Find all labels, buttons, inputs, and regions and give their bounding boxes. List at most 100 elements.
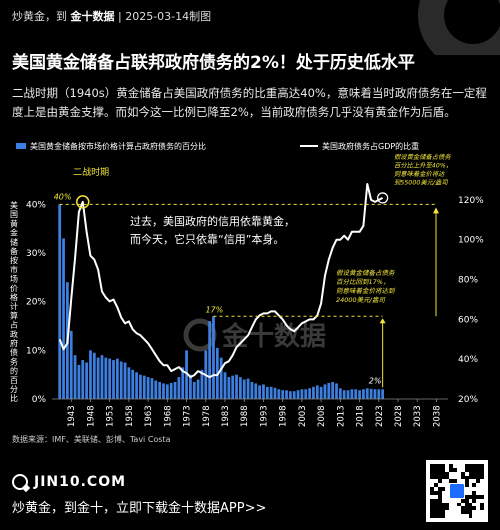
bar bbox=[146, 377, 150, 399]
bar bbox=[273, 387, 277, 399]
note-mid-line: 百分比回到17%， bbox=[336, 278, 389, 286]
bar bbox=[185, 350, 188, 399]
bar bbox=[192, 381, 196, 399]
chart-area: 金十数据 0% 10% 20% 30% 40% 20% 40% 60% 80% 100% 120% 1… bbox=[0, 135, 500, 450]
bar bbox=[269, 386, 273, 399]
bar bbox=[165, 384, 169, 399]
bar bbox=[135, 372, 138, 399]
bar bbox=[254, 383, 258, 399]
bar bbox=[92, 352, 96, 399]
bar bbox=[104, 357, 108, 399]
bar bbox=[288, 391, 292, 399]
y-left-axis-label-char: 市 bbox=[10, 264, 18, 274]
x-tick-label: 1993 bbox=[259, 405, 269, 427]
bar bbox=[58, 204, 62, 399]
y-left-axis-label-char: 占 bbox=[10, 320, 18, 330]
bar bbox=[285, 390, 288, 399]
bar bbox=[381, 389, 385, 399]
y-left-axis-label-char: 黄 bbox=[10, 218, 18, 228]
bar bbox=[235, 374, 238, 399]
bar bbox=[108, 358, 112, 399]
label-40pct: 40% bbox=[54, 192, 72, 201]
y-left-axis-label-char: 算 bbox=[10, 310, 18, 320]
y-right-tick-label: 80% bbox=[458, 276, 478, 286]
y-left-axis-label-char: 国 bbox=[10, 210, 18, 219]
bar bbox=[369, 388, 373, 399]
bar bbox=[123, 362, 127, 399]
bar bbox=[231, 375, 235, 399]
bar bbox=[315, 385, 319, 399]
label-17pct: 17% bbox=[205, 305, 223, 314]
y-left-axis-label-char: 比 bbox=[10, 393, 18, 403]
bar bbox=[312, 386, 315, 399]
bar bbox=[139, 374, 142, 399]
bar bbox=[304, 389, 308, 399]
x-tick-label: 2008 bbox=[317, 405, 327, 427]
page-title: 美国黄金储备占联邦政府债务的2%！处于历史低水平 bbox=[12, 53, 415, 73]
note-mid-line: 则意味着金价将达到 bbox=[336, 287, 396, 295]
bar bbox=[277, 389, 281, 399]
bar bbox=[308, 388, 311, 399]
data-source: 数据来源：IMF、美联储、彭博、Tavi Costa bbox=[12, 435, 171, 444]
bar bbox=[62, 238, 65, 399]
y-left-axis-label-char: 政 bbox=[10, 329, 18, 339]
bar bbox=[200, 369, 204, 399]
bar bbox=[196, 379, 200, 399]
bar bbox=[150, 378, 154, 399]
bar bbox=[373, 389, 377, 399]
y-left-tick-label: 20% bbox=[26, 298, 46, 308]
y-left-axis-label-char: 价 bbox=[10, 284, 18, 293]
bar bbox=[296, 390, 300, 399]
qr-code-icon[interactable] bbox=[426, 460, 488, 522]
y-left-tick-label: 40% bbox=[26, 200, 46, 210]
y-left-axis-label-char: 务 bbox=[10, 356, 18, 366]
note-high-line: 到55000美元/盎司 bbox=[394, 179, 448, 187]
bar bbox=[350, 389, 354, 399]
bar bbox=[239, 377, 242, 399]
download-cta[interactable]: 炒黄金，到金十，立即下载金十数据APP>> bbox=[12, 501, 267, 516]
x-tick-label: 1973 bbox=[183, 405, 193, 427]
watermark-text: 金十数据 bbox=[221, 321, 326, 352]
chart-svg: 金十数据 0% 10% 20% 30% 40% 20% 40% 60% 80% 100% 120% 1… bbox=[10, 141, 484, 427]
x-tick-label: 1998 bbox=[279, 405, 289, 427]
y-left-axis-label-char: 分 bbox=[10, 385, 18, 394]
ww2-highlight-icon bbox=[76, 195, 90, 209]
bar bbox=[181, 367, 185, 399]
x-tick-label: 1988 bbox=[240, 405, 250, 427]
x-tick-label: 1983 bbox=[221, 405, 231, 427]
x-tick-label: 2018 bbox=[356, 405, 366, 427]
x-tick-label: 2023 bbox=[375, 405, 385, 427]
bar bbox=[242, 379, 246, 399]
bar bbox=[338, 388, 342, 399]
bar bbox=[169, 382, 173, 399]
corner-logo-icon bbox=[410, 0, 500, 55]
separator: | bbox=[118, 10, 122, 23]
note-high-line: 则意味着金价将达 bbox=[394, 170, 445, 178]
y-right-tick-label: 120% bbox=[458, 196, 484, 206]
y-left-axis-label-char: 备 bbox=[10, 246, 18, 256]
bar bbox=[227, 377, 231, 399]
bar bbox=[300, 389, 304, 399]
intro-paragraph: 二战时期（1940s）黄金储备占美国政府债务的比重高达40%，意味着当时政府债务… bbox=[12, 86, 487, 119]
footer-url[interactable]: JIN10.COM bbox=[34, 474, 127, 490]
bar bbox=[208, 321, 212, 399]
bar bbox=[354, 389, 358, 399]
bar bbox=[112, 360, 115, 399]
current-point-icon bbox=[376, 192, 389, 204]
y-left-axis-label-char: 金 bbox=[10, 228, 18, 238]
y-left-axis-label-char: 计 bbox=[10, 301, 18, 311]
y-left-axis-label-char: 格 bbox=[10, 292, 18, 302]
bar bbox=[358, 390, 361, 399]
bar bbox=[292, 391, 296, 399]
bar bbox=[377, 389, 381, 399]
bar bbox=[89, 350, 92, 399]
bar bbox=[131, 369, 135, 399]
bar bbox=[142, 375, 146, 399]
brand-logo-text: 金十数据 bbox=[70, 10, 115, 23]
bar bbox=[73, 355, 77, 399]
center-note-line-1: 过去，美国政府的信用依靠黄金， bbox=[130, 214, 295, 228]
bar bbox=[335, 383, 338, 399]
bar bbox=[154, 380, 158, 399]
legend-label-line: 美国政府债务占GDP的比重 bbox=[322, 141, 419, 151]
bar bbox=[265, 386, 269, 399]
